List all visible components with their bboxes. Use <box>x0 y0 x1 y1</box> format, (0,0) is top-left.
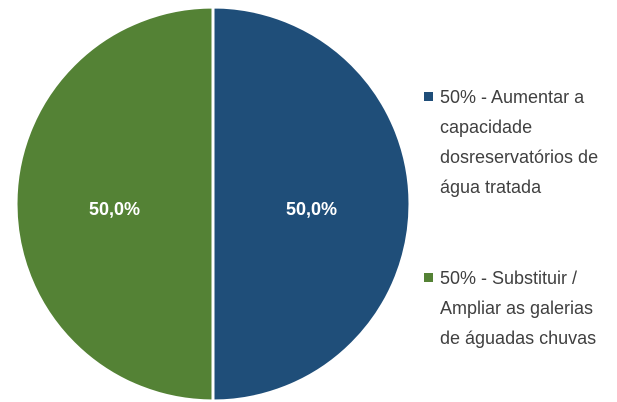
data-label: 50,0% <box>286 199 337 219</box>
pie-slice <box>14 5 215 402</box>
legend-label: 50% - Substituir / Ampliar as galerias d… <box>440 268 597 348</box>
pie-slice <box>211 5 412 402</box>
legend-swatch <box>424 273 433 282</box>
legend-swatch <box>424 92 433 101</box>
legend-entry: 50% - Aumentar a capacidade dosreservató… <box>424 82 614 202</box>
data-label: 50,0% <box>89 199 140 219</box>
legend-entry: 50% - Substituir / Ampliar as galerias d… <box>424 263 614 353</box>
legend-label: 50% - Aumentar a capacidade dosreservató… <box>440 87 599 197</box>
